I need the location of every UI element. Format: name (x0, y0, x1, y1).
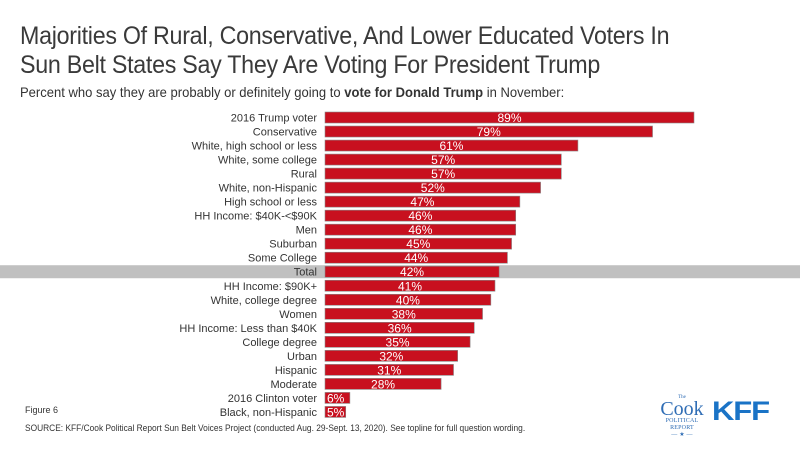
data-label: 31% (377, 363, 401, 377)
bar (324, 237, 512, 250)
kff-logo: KFF (712, 396, 770, 426)
data-label: 40% (396, 293, 420, 307)
category-label: Women (279, 309, 317, 321)
category-label: Rural (291, 169, 317, 181)
bar (324, 307, 483, 320)
bar (324, 209, 517, 222)
category-label: HH Income: Less than $40K (179, 323, 317, 335)
figure-label: Figure 6 (25, 405, 59, 415)
data-label: 57% (431, 167, 455, 181)
data-label: 6% (327, 391, 345, 405)
bar (324, 392, 351, 404)
category-label: Hispanic (275, 365, 318, 377)
bar (324, 406, 347, 418)
category-label: White, high school or less (192, 141, 318, 153)
bar (324, 139, 579, 152)
data-label: 42% (400, 265, 424, 279)
bar (324, 251, 508, 264)
category-label: HH Income: $40K-<$90K (194, 211, 317, 223)
data-label: 38% (392, 307, 416, 321)
bar (324, 223, 517, 236)
category-label: HH Income: $90K+ (224, 281, 317, 293)
source-note: SOURCE: KFF/Cook Political Report Sun Be… (25, 423, 526, 433)
data-label: 36% (388, 321, 412, 335)
bar (324, 364, 454, 376)
category-label: White, non-Hispanic (219, 183, 318, 195)
data-label: 46% (408, 223, 432, 237)
bar (324, 322, 475, 334)
subtitle-text-bold: vote for Donald Trump (344, 84, 484, 100)
chart-subtitle: Percent who say they are probably or def… (20, 84, 564, 100)
chart-title: Majorities Of Rural, Conservative, And L… (20, 22, 736, 80)
bar (324, 167, 562, 180)
cook-political-report-logo: The Cook POLITICAL REPORT — ★ — (658, 395, 706, 439)
data-label: 46% (408, 209, 432, 223)
bar (324, 378, 442, 390)
bar (324, 279, 496, 292)
subtitle-text-after: in November: (483, 84, 565, 100)
bar (324, 336, 471, 348)
category-label: Conservative (253, 127, 317, 139)
bar (324, 111, 695, 124)
data-label: 45% (406, 237, 430, 251)
data-label: 61% (439, 139, 463, 153)
data-label: 44% (404, 251, 428, 265)
cook-logo-cook: Cook (660, 398, 704, 420)
cook-logo-the: The (678, 395, 686, 400)
category-label: Suburban (269, 239, 317, 251)
chart-title-line-1: Majorities Of Rural, Conservative, And L… (20, 22, 670, 50)
cook-logo-star: — ★ — (671, 432, 693, 438)
bar (324, 181, 541, 194)
data-label: 41% (398, 279, 422, 293)
bar (324, 153, 562, 166)
bar (324, 125, 653, 138)
category-label: Moderate (271, 379, 317, 391)
data-label: 52% (421, 181, 445, 195)
category-label: White, some college (218, 155, 317, 167)
data-label: 35% (386, 335, 410, 349)
bar (324, 350, 458, 362)
data-label: 79% (477, 125, 501, 139)
data-label: 5% (327, 405, 345, 419)
category-label: White, college degree (211, 295, 317, 307)
data-label: 57% (431, 153, 455, 167)
cook-logo-report: REPORT (670, 425, 694, 431)
data-label: 89% (497, 111, 521, 125)
bar (324, 293, 492, 306)
data-label: 32% (379, 349, 403, 363)
data-label: 28% (371, 377, 395, 391)
category-label: Black, non-Hispanic (220, 407, 318, 419)
bar (324, 265, 500, 278)
subtitle-text-before: Percent who say they are probably or def… (20, 84, 345, 100)
category-label: Total (294, 267, 317, 279)
bar (324, 195, 521, 208)
category-label: 2016 Trump voter (231, 113, 318, 125)
category-label: Urban (287, 351, 317, 363)
category-label: 2016 Clinton voter (228, 393, 318, 405)
chart-title-line-2: Sun Belt States Say They Are Voting For … (20, 51, 601, 79)
data-label: 47% (410, 195, 434, 209)
category-label: College degree (242, 337, 317, 349)
cook-logo-political: POLITICAL (665, 418, 699, 424)
category-label: Some College (248, 253, 317, 265)
category-label: Men (296, 225, 317, 237)
category-label: High school or less (224, 197, 317, 209)
